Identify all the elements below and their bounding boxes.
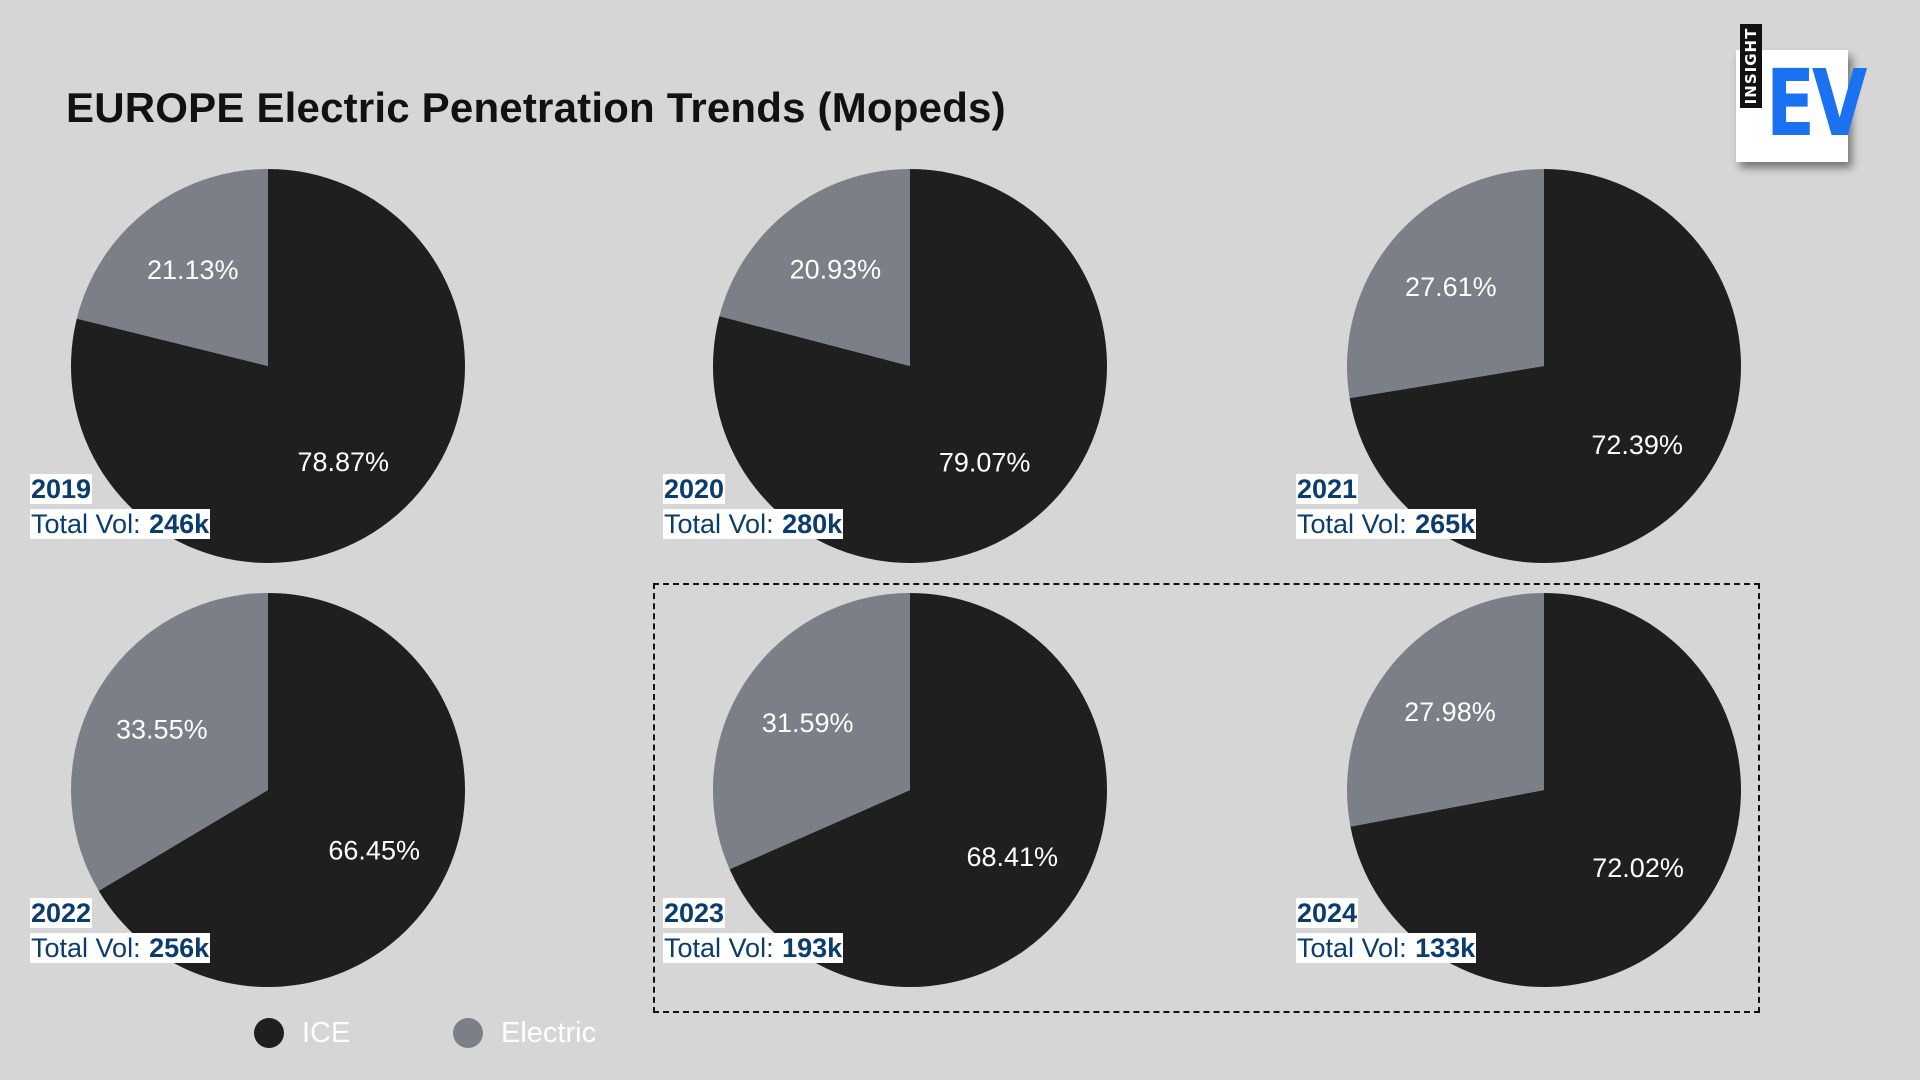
total-vol-prefix: Total Vol: — [30, 933, 150, 963]
legend-electric-swatch — [453, 1018, 483, 1048]
year-2019: 2019 — [30, 474, 93, 504]
year-2020: 2020 — [663, 474, 726, 504]
pie-slice-electric-2021 — [1347, 169, 1544, 399]
pie-slice-electric-2024 — [1347, 593, 1544, 827]
total-vol-2021: 265k — [1415, 509, 1477, 539]
pie-data-label-electric-2019: 21.13% — [147, 255, 239, 285]
pie-slice-ice-2021 — [1349, 169, 1741, 563]
total-vol-2020: 280k — [782, 509, 844, 539]
year-2021: 2021 — [1296, 474, 1359, 504]
pie-data-label-ice-2023: 68.41% — [966, 842, 1058, 872]
pie-data-label-electric-2021: 27.61% — [1405, 272, 1497, 302]
total-vol-2019: 246k — [149, 509, 211, 539]
legend-ice: ICE — [254, 1016, 351, 1049]
pie-label-2024: 2024 Total Vol: 133k — [1296, 898, 1477, 968]
pie-slice-electric-2019 — [76, 169, 268, 366]
legend-ice-swatch — [254, 1018, 284, 1048]
legend-ice-label: ICE — [302, 1016, 351, 1049]
pie-label-2022: 2022 Total Vol: 256k — [30, 898, 211, 968]
pie-data-label-electric-2022: 33.55% — [116, 715, 208, 745]
total-vol-prefix: Total Vol: — [1296, 933, 1416, 963]
pie-data-label-ice-2020: 79.07% — [939, 448, 1031, 478]
pie-label-2021: 2021 Total Vol: 265k — [1296, 474, 1477, 544]
pie-label-2019: 2019 Total Vol: 246k — [30, 474, 211, 544]
total-vol-2024: 133k — [1415, 933, 1477, 963]
pie-label-2023: 2023 Total Vol: 193k — [663, 898, 844, 968]
pie-slice-electric-2023 — [712, 593, 910, 870]
year-2022: 2022 — [30, 898, 93, 928]
pie-slice-electric-2020 — [719, 169, 910, 366]
pie-slice-ice-2023 — [729, 593, 1107, 987]
total-vol-2022: 256k — [149, 933, 211, 963]
pie-slice-ice-2024 — [1350, 593, 1741, 987]
year-2023: 2023 — [663, 898, 726, 928]
total-vol-prefix: Total Vol: — [663, 933, 783, 963]
pie-data-label-electric-2024: 27.98% — [1404, 697, 1496, 727]
pie-data-label-ice-2019: 78.87% — [297, 447, 389, 477]
logo-ev-text: EV — [1766, 50, 1867, 157]
total-vol-prefix: Total Vol: — [1296, 509, 1416, 539]
total-vol-prefix: Total Vol: — [30, 509, 150, 539]
pie-slice-electric-2022 — [71, 593, 268, 891]
insight-ev-logo: INSIGHT EV — [1736, 24, 1867, 162]
pie-data-label-electric-2023: 31.59% — [762, 708, 854, 738]
pie-data-label-ice-2024: 72.02% — [1592, 853, 1684, 883]
pie-data-label-ice-2021: 72.39% — [1591, 430, 1683, 460]
pie-label-2020: 2020 Total Vol: 280k — [663, 474, 844, 544]
legend-electric-label: Electric — [501, 1016, 597, 1049]
legend-electric: Electric — [453, 1016, 597, 1049]
page-title: EUROPE Electric Penetration Trends (Mope… — [66, 84, 1006, 131]
pie-slice-ice-2019 — [70, 169, 465, 563]
pie-data-label-electric-2020: 20.93% — [790, 254, 882, 284]
total-vol-prefix: Total Vol: — [663, 509, 783, 539]
total-vol-2023: 193k — [782, 933, 844, 963]
pie-data-label-ice-2022: 66.45% — [328, 835, 420, 865]
pie-slice-ice-2022 — [98, 593, 466, 987]
year-2024: 2024 — [1296, 898, 1359, 928]
pie-slice-ice-2020 — [713, 169, 1108, 563]
highlight-box-2023-2024 — [653, 583, 1760, 1013]
